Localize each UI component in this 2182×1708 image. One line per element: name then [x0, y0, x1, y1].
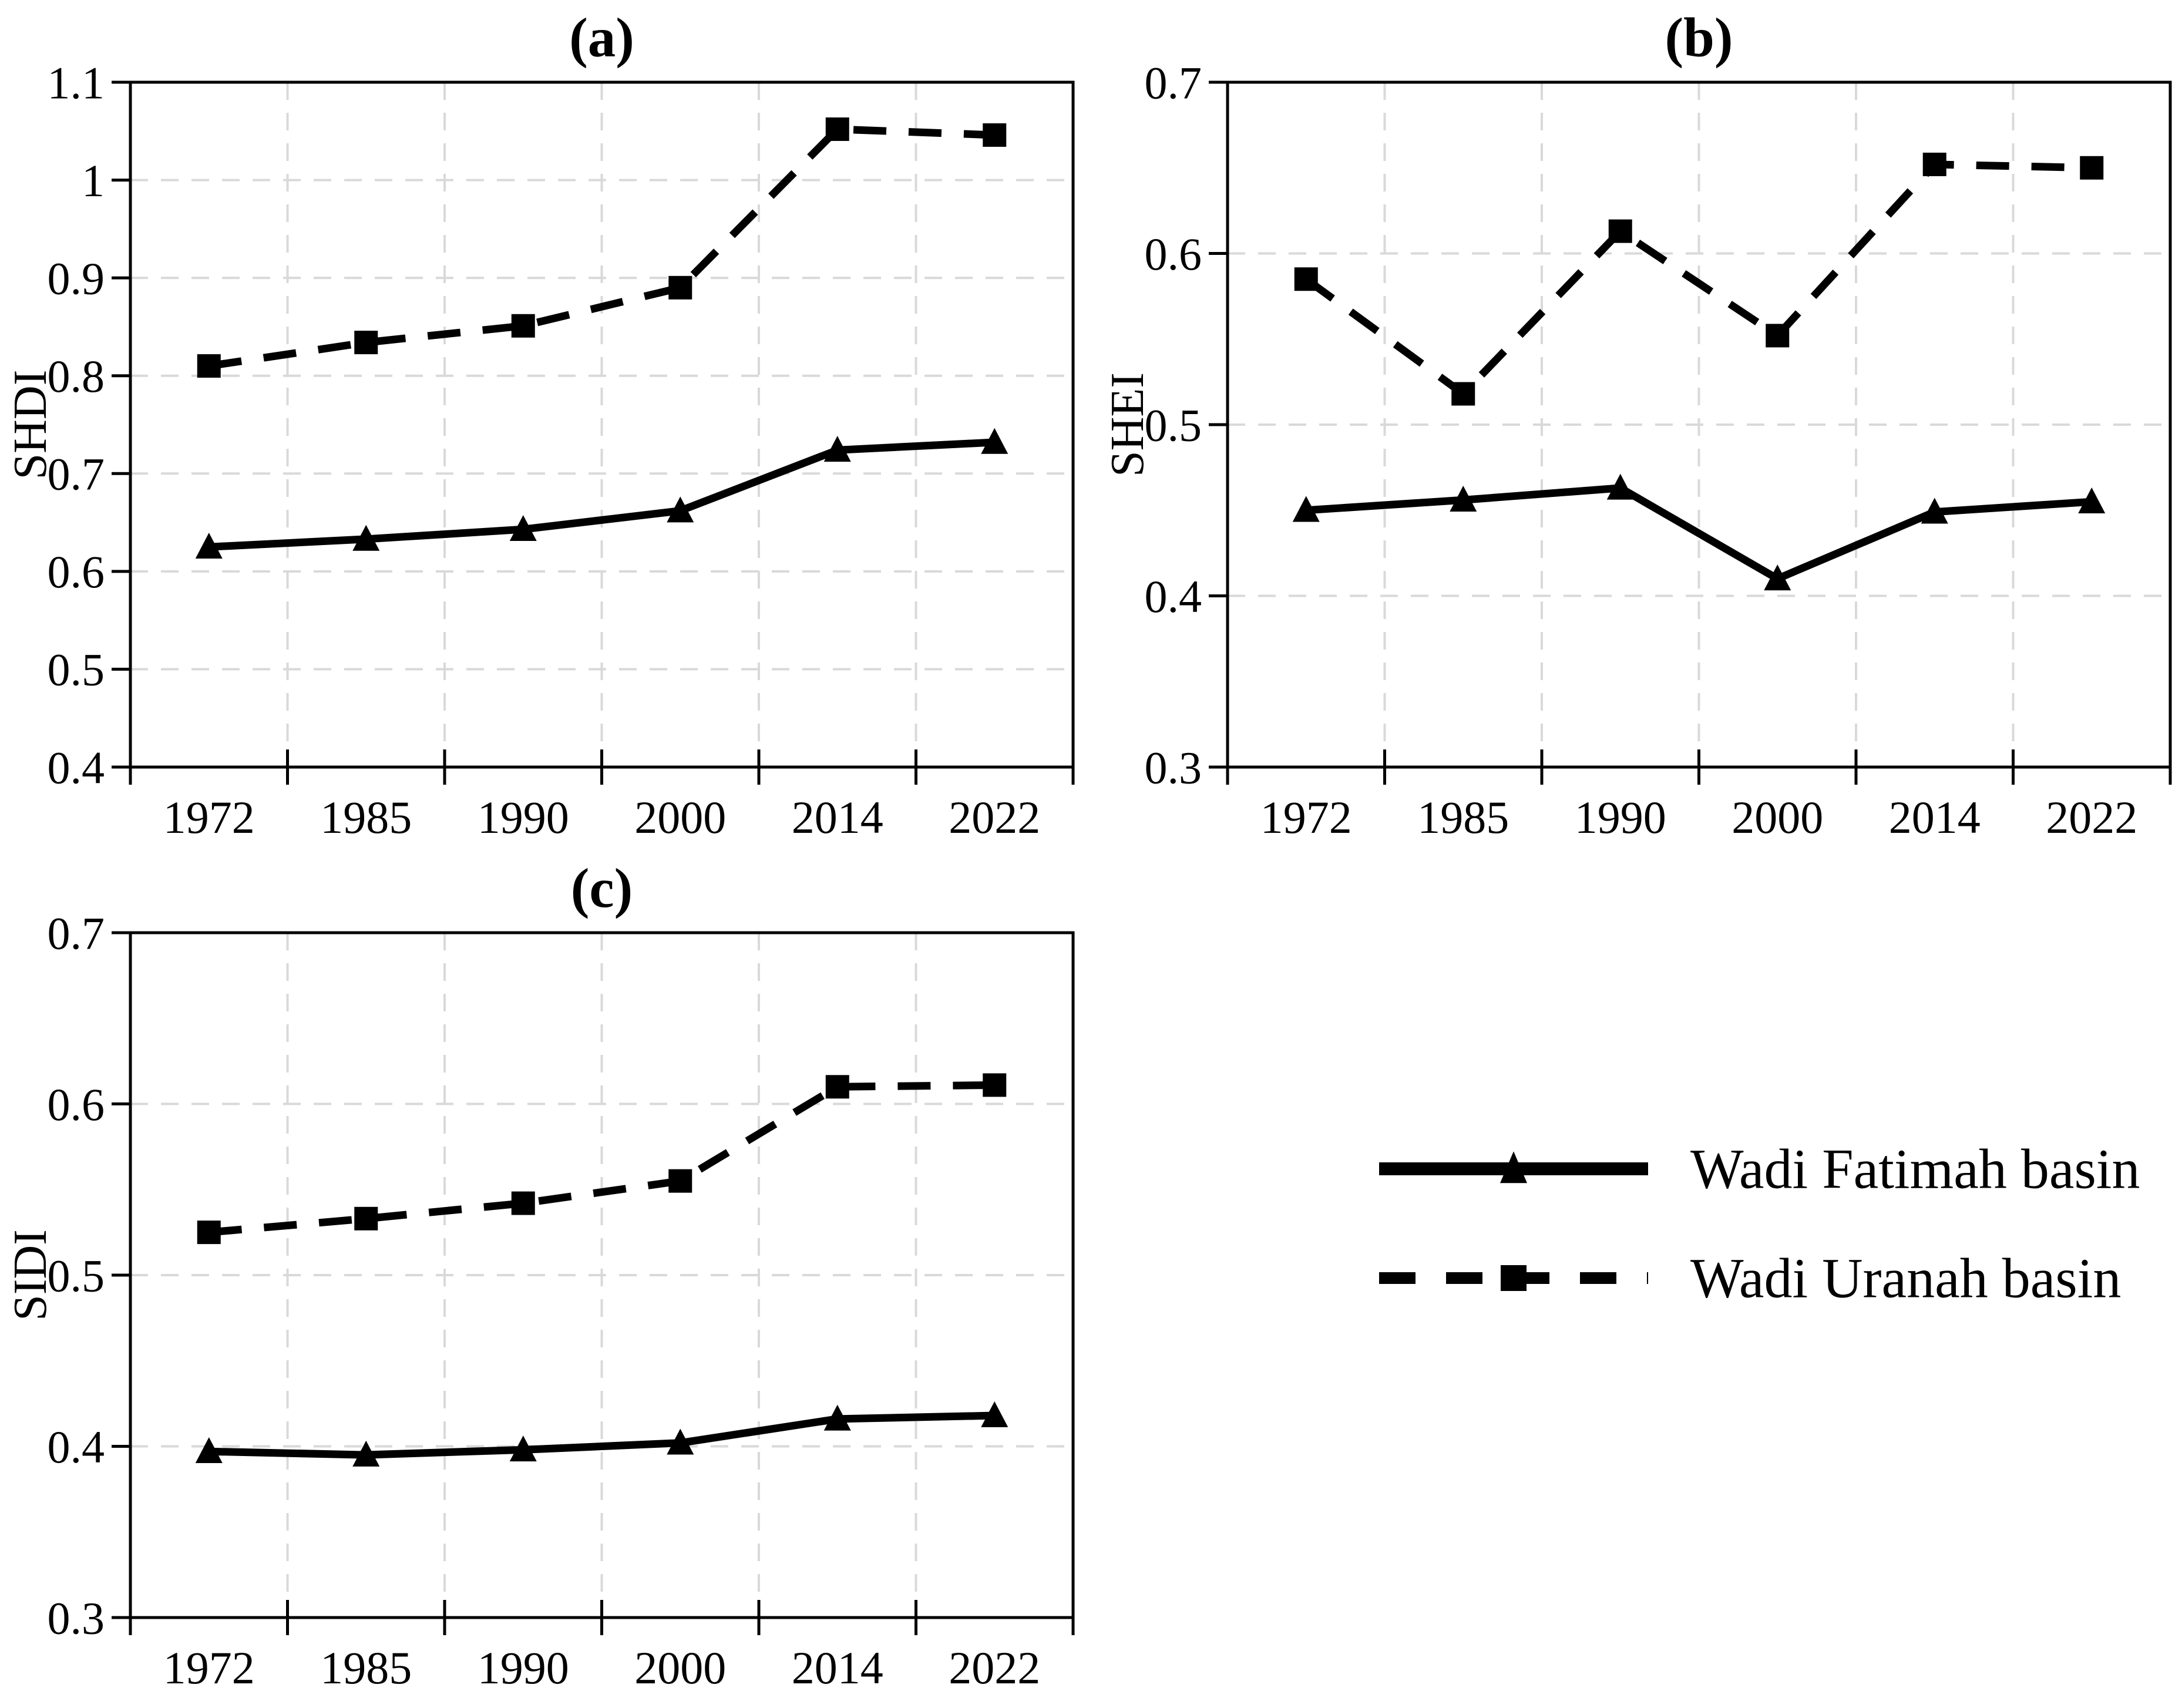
- triangle-marker-icon: [352, 524, 380, 551]
- y-tick-label: 0.5: [48, 1250, 105, 1301]
- x-tick-label: 2014: [792, 792, 883, 843]
- triangle-marker-icon: [981, 428, 1008, 454]
- square-marker-icon: [354, 331, 378, 355]
- x-tick-label: 2022: [949, 1642, 1040, 1693]
- y-tick-label: 0.6: [1145, 228, 1202, 280]
- x-tick-label: 1990: [478, 792, 569, 843]
- triangle-marker-icon: [509, 1435, 537, 1462]
- legend-item-label: Wadi Uranah basin: [1690, 1247, 2121, 1310]
- x-tick-label: 1985: [1417, 792, 1509, 843]
- square-marker-icon: [825, 1075, 849, 1099]
- triangle-marker-icon: [667, 496, 694, 523]
- triangle-marker-icon: [667, 1428, 694, 1455]
- square-marker-icon: [825, 117, 849, 141]
- legend-svg: Wadi Fatimah basin Wadi Uranah basin: [1379, 1138, 2140, 1310]
- x-tick-label: 1972: [1260, 792, 1352, 843]
- x-tick-label: 2000: [634, 1642, 726, 1693]
- y-tick-label: 0.4: [48, 1421, 105, 1472]
- triangle-marker-icon: [352, 1440, 380, 1467]
- square-marker-icon: [197, 1221, 221, 1245]
- square-marker-icon: [511, 1191, 535, 1215]
- square-marker-icon: [983, 1073, 1007, 1097]
- chart-title: (b): [1665, 6, 1733, 69]
- y-tick-label: 0.7: [48, 907, 105, 959]
- y-tick-label: 0.8: [48, 351, 105, 402]
- chart-panel-b: 0.3 0.4 0.5 0.6 0.7 1972 1985 1990 2000 2014 2022 (…: [1091, 0, 2182, 860]
- y-tick-label: 0.3: [1145, 742, 1202, 793]
- y-axis-label: SIDI: [5, 1229, 56, 1321]
- square-marker-icon: [1451, 382, 1475, 406]
- chart-svg-b: 0.3 0.4 0.5 0.6 0.7 1972 1985 1990 2000 2014 2022 (…: [1102, 6, 2172, 843]
- x-tick-label: 1985: [320, 1642, 412, 1693]
- x-tick-label: 2014: [1889, 792, 1981, 843]
- y-tick-label: 0.5: [1145, 399, 1202, 450]
- triangle-marker-icon: [195, 1437, 223, 1464]
- triangle-marker-icon: [823, 436, 851, 462]
- triangle-marker-icon: [195, 533, 223, 559]
- chart-svg-c: 0.3 0.4 0.5 0.6 0.7 1972 1985 1990 2000 2014 2022 (…: [5, 857, 1075, 1693]
- y-tick-label: 0.7: [1145, 57, 1202, 108]
- square-marker-icon: [668, 1169, 692, 1193]
- triangle-marker-icon: [1292, 496, 1320, 522]
- square-marker-icon: [197, 354, 221, 378]
- chart-panel-c: 0.3 0.4 0.5 0.6 0.7 1972 1985 1990 2000 2014 2022 (…: [0, 857, 1091, 1708]
- triangle-marker-icon: [981, 1401, 1008, 1427]
- square-marker-icon: [983, 123, 1007, 147]
- square-marker-icon: [1608, 219, 1632, 243]
- square-marker-icon: [511, 314, 535, 338]
- legend-item-label: Wadi Fatimah basin: [1690, 1138, 2140, 1201]
- y-tick-label: 0.4: [48, 742, 105, 793]
- x-tick-label: 2000: [634, 792, 726, 843]
- series-line-wadi-fatimah-basin: [209, 1411, 995, 1459]
- x-tick-label: 2000: [1732, 792, 1823, 843]
- triangle-marker-icon: [823, 1404, 851, 1431]
- y-axis-label: SHDI: [5, 370, 56, 480]
- triangle-marker-icon: [509, 515, 537, 542]
- chart-title: (c): [571, 858, 633, 919]
- series-line-wadi-uranah-basin: [1303, 160, 2092, 398]
- y-tick-label: 0.4: [1145, 571, 1202, 622]
- triangle-marker-icon: [1606, 473, 1634, 500]
- square-marker-icon: [1922, 152, 1946, 176]
- y-tick-label: 0.5: [48, 644, 105, 695]
- series-line-wadi-uranah-basin: [208, 125, 995, 370]
- square-marker-icon: [668, 275, 692, 300]
- y-tick-label: 1: [82, 155, 105, 206]
- legend-item: Wadi Uranah basin: [1379, 1247, 2121, 1310]
- x-tick-label: 1990: [478, 1642, 569, 1693]
- square-marker-icon: [1294, 267, 1318, 291]
- y-tick-label: 0.7: [48, 449, 105, 500]
- figure-legend: Wadi Fatimah basin Wadi Uranah basin: [1091, 858, 2182, 1708]
- y-axis-label: SHEI: [1102, 372, 1154, 477]
- x-tick-label: 1985: [320, 792, 412, 843]
- series-line-wadi-uranah-basin: [209, 1081, 995, 1236]
- square-marker-icon: [2080, 156, 2104, 180]
- x-tick-label: 2014: [792, 1642, 883, 1693]
- y-tick-label: 0.6: [48, 1079, 105, 1130]
- x-tick-label: 2022: [2046, 792, 2137, 843]
- series-line-wadi-fatimah-basin: [1306, 484, 2092, 583]
- x-tick-label: 1972: [163, 792, 255, 843]
- chart-svg-a: 0.4 0.5 0.6 0.7 0.8 0.9 1 1.1 1972 1985 1990 2000 20…: [5, 6, 1075, 843]
- y-tick-label: 1.1: [48, 57, 105, 108]
- legend-item: Wadi Fatimah basin: [1379, 1138, 2140, 1201]
- triangle-marker-icon: [1921, 497, 1948, 524]
- x-tick-label: 1972: [163, 1642, 255, 1693]
- chart-panel-a: 0.4 0.5 0.6 0.7 0.8 0.9 1 1.1 1972 1985 1990 2000 20…: [0, 0, 1091, 860]
- x-tick-label: 1990: [1575, 792, 1666, 843]
- square-marker-icon: [1501, 1265, 1527, 1291]
- y-tick-label: 0.3: [48, 1592, 105, 1643]
- chart-title: (a): [569, 6, 634, 69]
- square-marker-icon: [354, 1206, 378, 1230]
- y-tick-label: 0.9: [48, 253, 105, 304]
- y-tick-label: 0.6: [48, 546, 105, 597]
- series-line-wadi-fatimah-basin: [209, 438, 995, 551]
- triangle-marker-icon: [1764, 564, 1791, 591]
- triangle-marker-icon: [1500, 1151, 1527, 1184]
- x-tick-label: 2022: [949, 792, 1040, 843]
- square-marker-icon: [1766, 324, 1790, 348]
- triangle-marker-icon: [2078, 487, 2106, 513]
- triangle-marker-icon: [1450, 486, 1477, 512]
